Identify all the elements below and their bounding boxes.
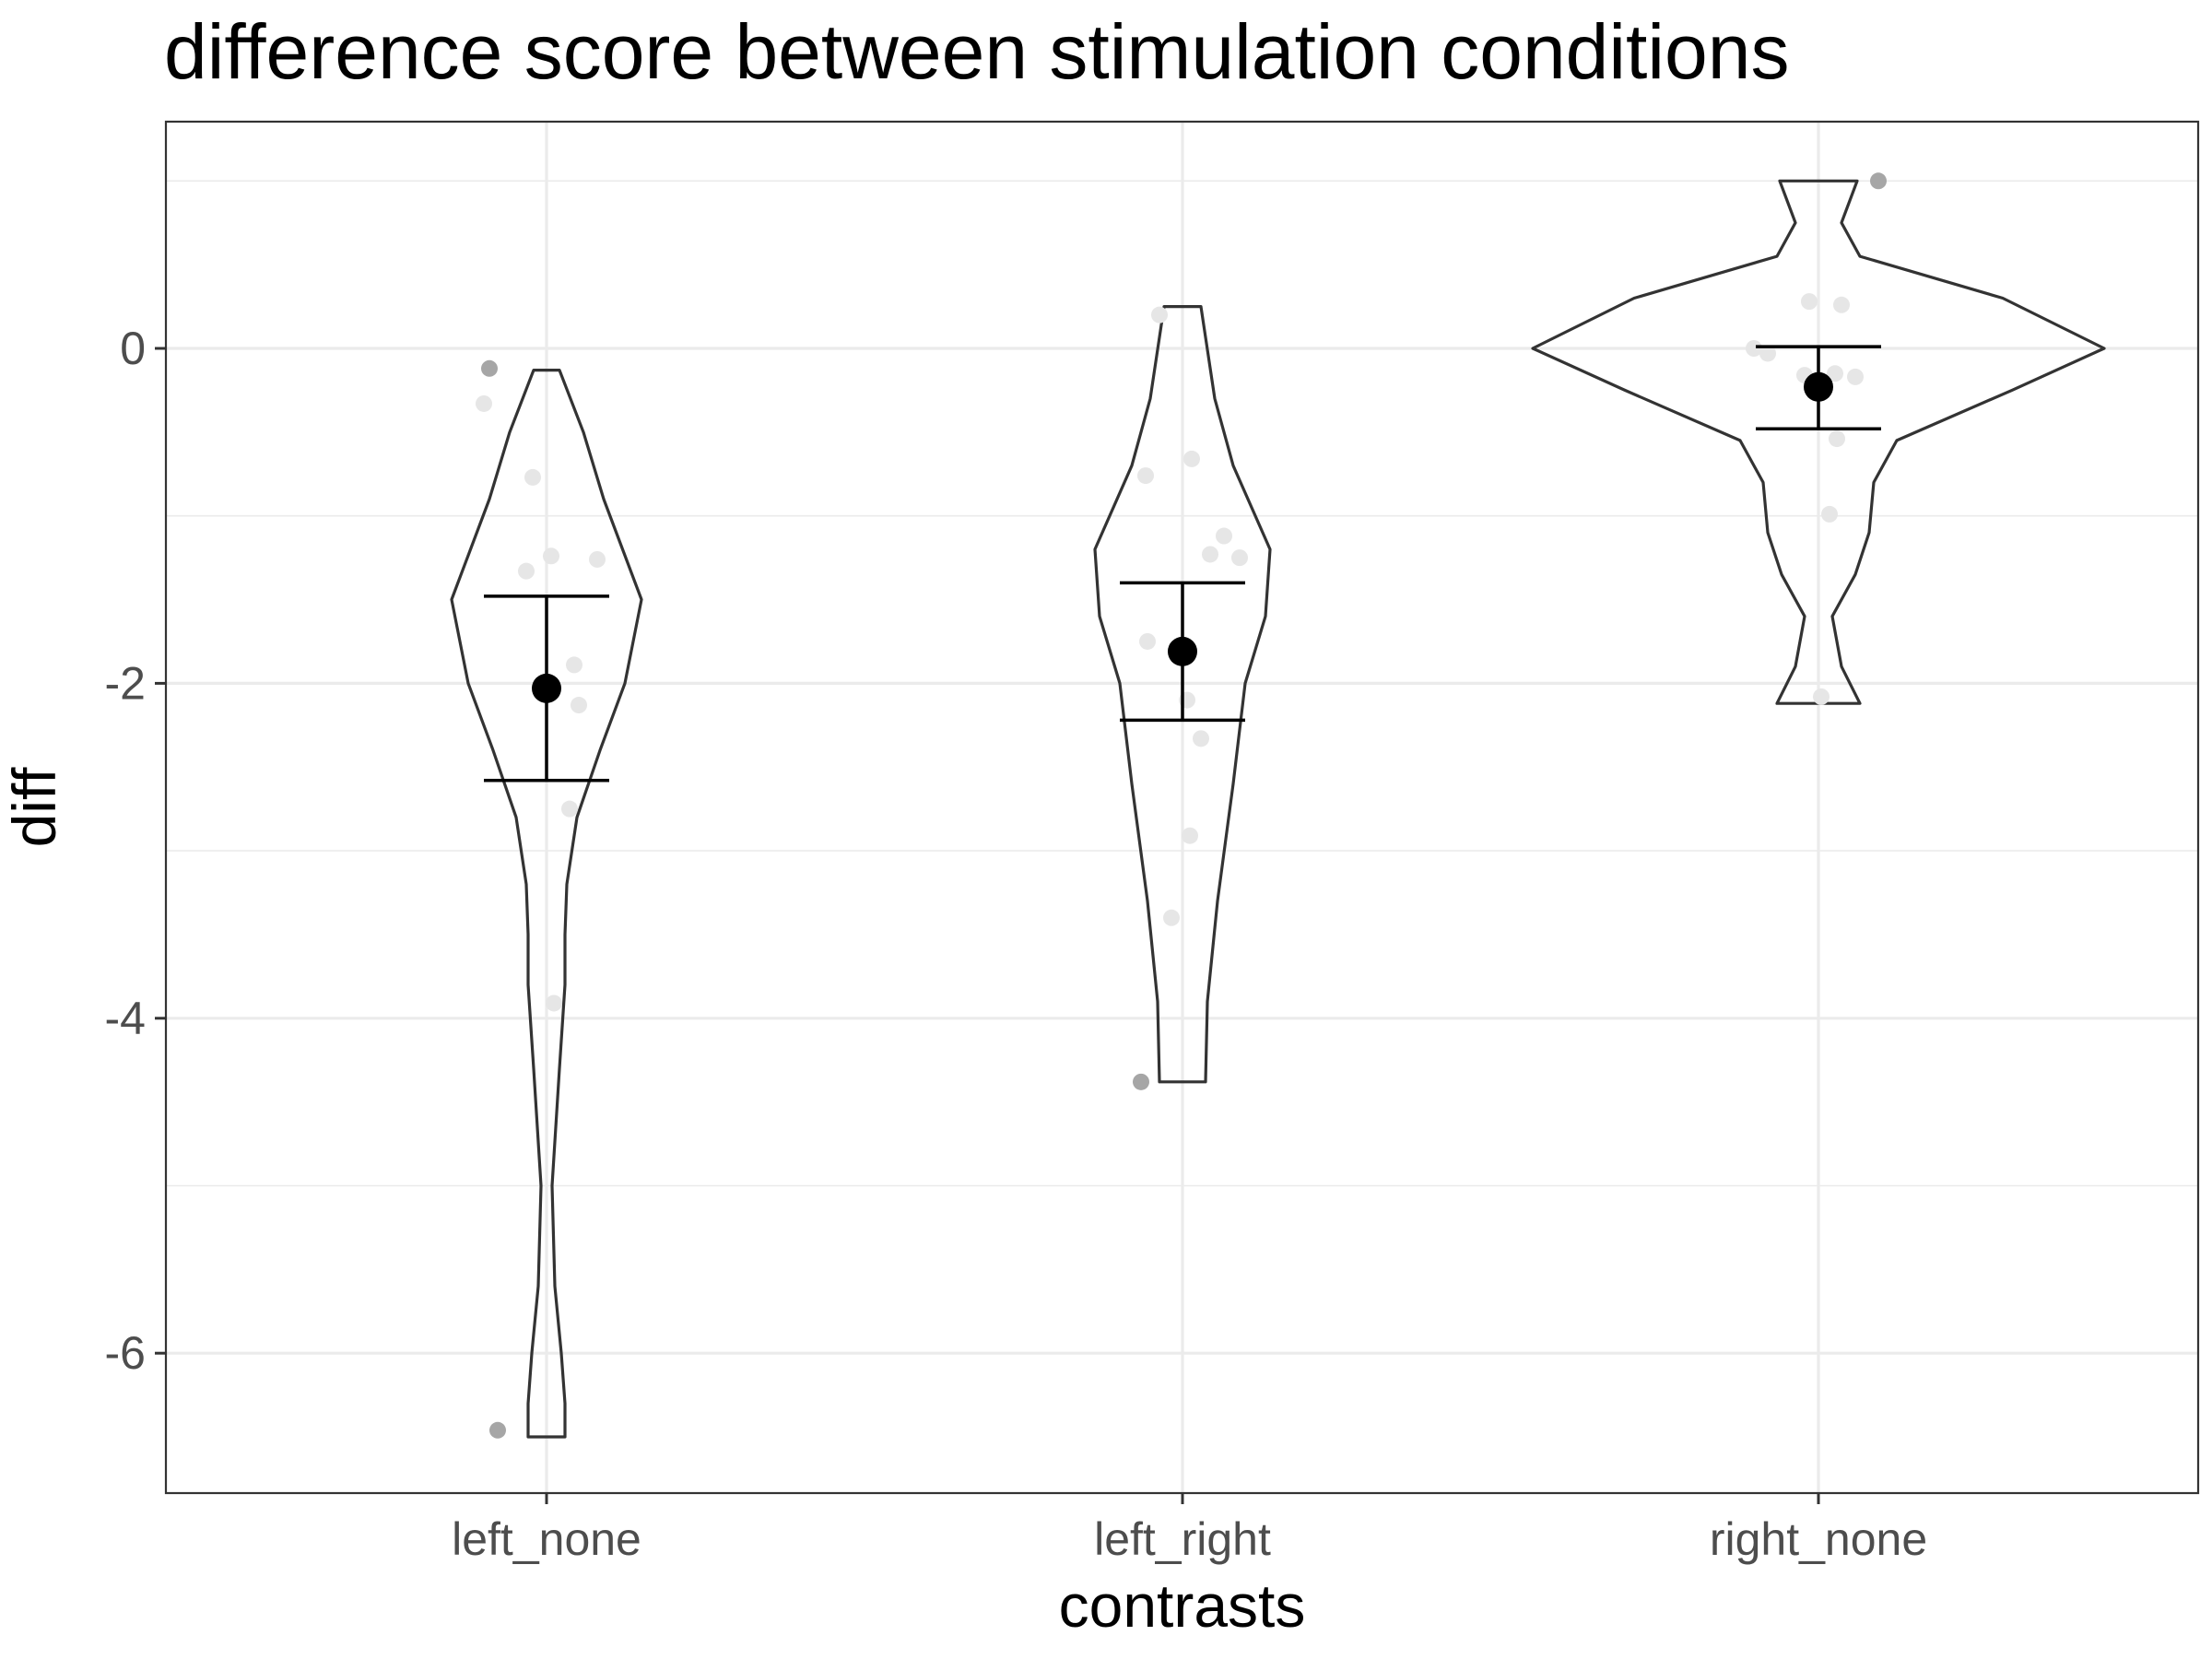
data-point bbox=[1847, 368, 1864, 385]
data-point bbox=[1870, 172, 1887, 190]
data-point bbox=[489, 1421, 506, 1439]
data-point bbox=[589, 550, 606, 568]
data-point bbox=[1183, 450, 1200, 467]
data-point bbox=[524, 468, 541, 486]
violins bbox=[450, 179, 2106, 1439]
y-tick-label: 0 bbox=[120, 323, 146, 374]
data-point bbox=[1137, 467, 1154, 485]
data-point bbox=[1746, 340, 1762, 357]
data-point bbox=[1829, 430, 1845, 448]
data-point bbox=[543, 547, 559, 565]
y-tick-label: -2 bbox=[105, 657, 146, 709]
y-axis: 0 -2 -4 -6 bbox=[105, 323, 166, 1379]
data-point bbox=[1833, 296, 1850, 313]
data-point bbox=[1216, 527, 1232, 545]
violin-right_none bbox=[1531, 179, 2106, 705]
data-point bbox=[1193, 730, 1209, 747]
gridlines bbox=[166, 122, 2198, 1493]
data-point bbox=[1821, 505, 1838, 523]
data-point bbox=[546, 994, 562, 1012]
x-tick-label: left_none bbox=[452, 1513, 641, 1565]
mean-marker bbox=[1168, 636, 1197, 666]
data-point bbox=[1133, 1073, 1149, 1090]
data-point bbox=[1827, 365, 1843, 382]
data-point bbox=[476, 394, 492, 412]
x-axis-title: contrasts bbox=[1059, 1571, 1306, 1640]
chart-title: difference score between stimulation con… bbox=[164, 8, 1790, 95]
mean-marker bbox=[1804, 371, 1833, 402]
x-tick-label: right_none bbox=[1710, 1513, 1927, 1565]
data-point bbox=[1151, 306, 1168, 324]
data-point bbox=[1231, 549, 1248, 567]
violin-left_none bbox=[450, 369, 643, 1439]
data-point bbox=[1163, 909, 1180, 926]
data-point bbox=[561, 800, 578, 818]
data-point bbox=[1182, 827, 1198, 844]
data-point bbox=[1139, 632, 1156, 650]
data-point bbox=[1813, 688, 1830, 705]
x-axis: left_none left_right right_none bbox=[452, 1493, 1927, 1565]
y-tick-label: -4 bbox=[105, 993, 146, 1044]
data-point bbox=[566, 656, 582, 674]
data-point bbox=[1759, 345, 1776, 362]
jitter-points bbox=[476, 172, 1887, 1439]
y-axis-title: diff bbox=[0, 767, 68, 848]
data-point bbox=[1801, 293, 1818, 311]
mean-marker bbox=[532, 673, 561, 703]
data-point bbox=[481, 359, 498, 377]
data-point bbox=[518, 562, 535, 580]
y-tick-label: -6 bbox=[105, 1327, 146, 1379]
violin-left_right bbox=[1093, 305, 1272, 1084]
mean-markers bbox=[532, 371, 1833, 703]
x-tick-label: left_right bbox=[1094, 1513, 1271, 1565]
data-point bbox=[1202, 546, 1218, 563]
data-point bbox=[571, 697, 587, 714]
